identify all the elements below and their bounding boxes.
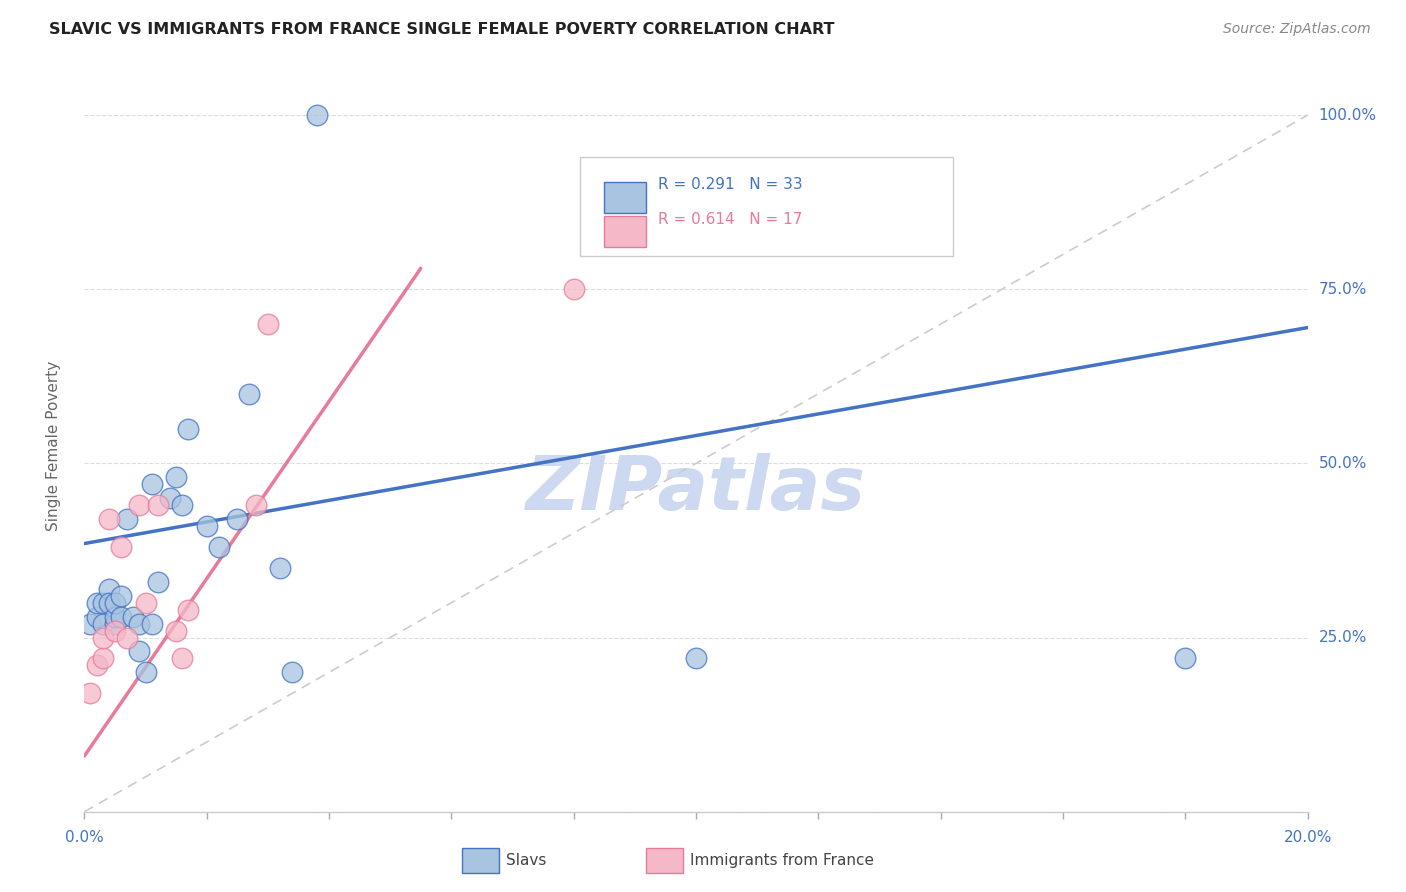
Point — [146, 574, 169, 589]
Point — [86, 658, 108, 673]
Point — [226, 512, 249, 526]
Point — [91, 631, 114, 645]
FancyBboxPatch shape — [579, 157, 953, 256]
Point — [104, 596, 127, 610]
Text: Source: ZipAtlas.com: Source: ZipAtlas.com — [1223, 22, 1371, 37]
Text: R = 0.291   N = 33: R = 0.291 N = 33 — [658, 178, 803, 193]
FancyBboxPatch shape — [605, 182, 645, 212]
Text: SLAVIC VS IMMIGRANTS FROM FRANCE SINGLE FEMALE POVERTY CORRELATION CHART: SLAVIC VS IMMIGRANTS FROM FRANCE SINGLE … — [49, 22, 835, 37]
Point — [172, 651, 194, 665]
Point — [110, 609, 132, 624]
Text: Slavs: Slavs — [506, 854, 547, 868]
Point — [110, 540, 132, 554]
Point — [159, 491, 181, 506]
Point — [79, 686, 101, 700]
Point — [257, 317, 280, 331]
Point — [177, 421, 200, 435]
Point — [91, 596, 114, 610]
Point — [79, 616, 101, 631]
Point — [97, 582, 120, 596]
Point — [104, 609, 127, 624]
Point — [245, 498, 267, 512]
FancyBboxPatch shape — [463, 848, 499, 873]
Point — [115, 631, 138, 645]
Text: 25.0%: 25.0% — [1319, 630, 1367, 645]
Point — [115, 512, 138, 526]
Point — [97, 596, 120, 610]
Point — [165, 470, 187, 484]
Text: 0.0%: 0.0% — [65, 830, 104, 846]
Point — [281, 665, 304, 680]
Y-axis label: Single Female Poverty: Single Female Poverty — [46, 361, 60, 531]
Point — [141, 477, 163, 491]
Point — [104, 624, 127, 638]
Point — [91, 616, 114, 631]
Text: 20.0%: 20.0% — [1284, 830, 1331, 846]
Text: 75.0%: 75.0% — [1319, 282, 1367, 297]
Point — [91, 651, 114, 665]
Point — [128, 644, 150, 658]
Point — [165, 624, 187, 638]
Point — [86, 596, 108, 610]
Point — [195, 519, 218, 533]
Point — [122, 609, 145, 624]
Text: Immigrants from France: Immigrants from France — [690, 854, 875, 868]
Point — [269, 561, 291, 575]
Text: 50.0%: 50.0% — [1319, 456, 1367, 471]
Text: ZIPatlas: ZIPatlas — [526, 453, 866, 526]
Point — [135, 665, 157, 680]
Point — [135, 596, 157, 610]
Point — [305, 108, 328, 122]
Point — [685, 651, 707, 665]
Text: 100.0%: 100.0% — [1319, 108, 1376, 122]
Point — [141, 616, 163, 631]
Point — [97, 512, 120, 526]
FancyBboxPatch shape — [605, 217, 645, 247]
Point — [238, 386, 260, 401]
Text: R = 0.614   N = 17: R = 0.614 N = 17 — [658, 211, 803, 227]
FancyBboxPatch shape — [645, 848, 682, 873]
Point — [110, 589, 132, 603]
Point — [177, 603, 200, 617]
Point — [1174, 651, 1197, 665]
Point — [128, 616, 150, 631]
Point — [86, 609, 108, 624]
Point — [172, 498, 194, 512]
Point — [146, 498, 169, 512]
Point — [562, 282, 585, 296]
Point — [104, 616, 127, 631]
Point — [208, 540, 231, 554]
Point — [128, 498, 150, 512]
